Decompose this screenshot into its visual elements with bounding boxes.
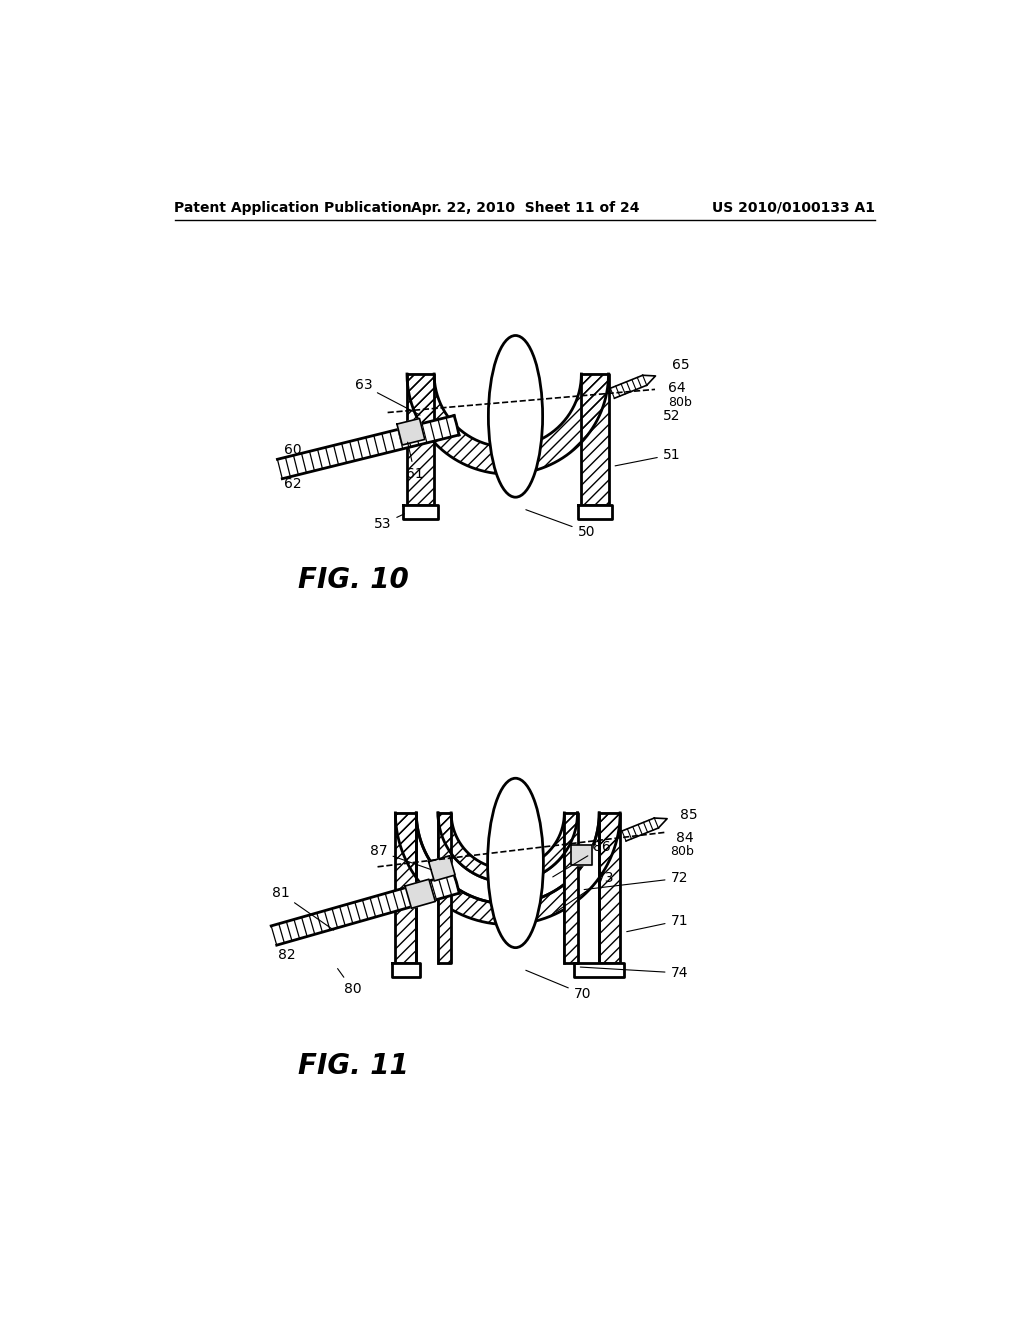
Text: 82: 82: [278, 948, 296, 962]
Polygon shape: [573, 964, 624, 977]
Text: 65: 65: [672, 358, 689, 372]
Polygon shape: [278, 416, 459, 479]
Text: 87: 87: [370, 845, 431, 870]
Polygon shape: [417, 813, 599, 904]
Polygon shape: [403, 506, 438, 519]
Text: 52: 52: [663, 409, 680, 424]
Polygon shape: [397, 418, 425, 445]
Text: 86: 86: [553, 841, 610, 876]
Polygon shape: [407, 374, 608, 474]
Polygon shape: [564, 813, 599, 964]
Polygon shape: [395, 813, 621, 924]
Text: Patent Application Publication: Patent Application Publication: [174, 201, 413, 215]
Text: 70: 70: [525, 970, 591, 1001]
Polygon shape: [395, 813, 417, 964]
Text: 50: 50: [526, 510, 595, 539]
Text: US 2010/0100133 A1: US 2010/0100133 A1: [712, 201, 876, 215]
Text: 63: 63: [354, 379, 420, 414]
Polygon shape: [599, 813, 621, 964]
Text: 85: 85: [680, 808, 697, 822]
Polygon shape: [407, 374, 434, 506]
Text: 53: 53: [374, 513, 404, 531]
Text: 60: 60: [284, 442, 301, 457]
Text: 81: 81: [271, 886, 334, 931]
Text: 72: 72: [584, 871, 688, 890]
Text: Apr. 22, 2010  Sheet 11 of 24: Apr. 22, 2010 Sheet 11 of 24: [411, 201, 639, 215]
Text: 73: 73: [557, 871, 614, 911]
Text: 62: 62: [284, 478, 301, 491]
Text: 61: 61: [406, 442, 424, 480]
Text: 64: 64: [668, 380, 686, 395]
Polygon shape: [429, 855, 455, 880]
Polygon shape: [564, 813, 578, 964]
Text: 71: 71: [627, 913, 688, 932]
Text: 74: 74: [581, 966, 688, 979]
Polygon shape: [391, 964, 420, 977]
Ellipse shape: [488, 335, 543, 498]
Polygon shape: [406, 879, 435, 908]
Text: 84: 84: [676, 832, 693, 845]
Polygon shape: [271, 874, 459, 945]
Polygon shape: [417, 813, 438, 964]
Text: FIG. 10: FIG. 10: [299, 566, 410, 594]
Polygon shape: [582, 374, 608, 506]
Polygon shape: [570, 845, 592, 866]
Text: FIG. 11: FIG. 11: [299, 1052, 410, 1080]
Polygon shape: [438, 813, 452, 964]
Ellipse shape: [487, 779, 544, 948]
Polygon shape: [578, 506, 612, 519]
Text: 51: 51: [615, 447, 680, 466]
Text: 80b: 80b: [668, 396, 692, 409]
Polygon shape: [438, 813, 578, 882]
Text: 80: 80: [338, 969, 361, 997]
Text: 80b: 80b: [671, 845, 694, 858]
